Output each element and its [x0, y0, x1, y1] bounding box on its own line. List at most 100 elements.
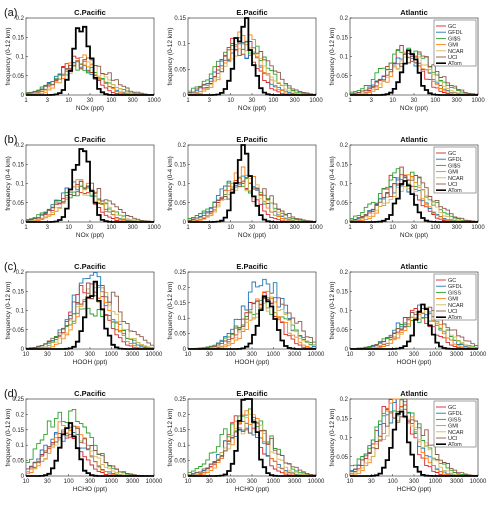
- y-tick-label: 0.15: [336, 35, 348, 41]
- x-tick-label: 3000: [288, 479, 302, 485]
- panel-a-1: E.Pacific 1 3 10 30 100 300 1000 0 0.05 0.1 0.15 NOx…: [167, 8, 323, 112]
- legend-entry: GC: [448, 24, 456, 30]
- x-tick-label: 300: [128, 225, 139, 231]
- panel-b-0: C.Pacific 1 3 10 30 100 300 1000 0 0.05 0.1 0.15 0.2…: [5, 135, 161, 239]
- series-line-atom: [350, 303, 478, 350]
- y-axis-label: frequency (0-12 km): [5, 408, 12, 466]
- x-tick-label: 10000: [146, 479, 163, 485]
- x-tick-label: 30: [411, 98, 418, 104]
- x-tick-label: 30: [87, 225, 94, 231]
- x-tick-label: 10: [347, 352, 354, 358]
- panel-a-0: C.Pacific 1 3 10 30 100 300 1000 0 0.05 0.1 0.15 0.2…: [5, 8, 161, 112]
- x-tick-label: 10: [185, 479, 192, 485]
- x-tick-label: 3000: [126, 352, 140, 358]
- x-tick-label: 100: [268, 225, 279, 231]
- series-line-ncar: [188, 296, 316, 350]
- row-label: (b): [4, 134, 17, 146]
- y-tick-label: 0.15: [174, 162, 186, 168]
- x-tick-label: 3000: [450, 352, 464, 358]
- panel-title: Atlantic: [400, 262, 428, 271]
- series-line-uci: [350, 174, 478, 222]
- legend-entry: UCI: [448, 436, 458, 442]
- y-tick-label: 0.15: [336, 416, 348, 422]
- panel-title: C.Pacific: [74, 262, 106, 271]
- legend-entry: GFDL: [448, 30, 463, 36]
- panel-title: E.Pacific: [236, 389, 267, 398]
- x-tick-label: 300: [452, 98, 463, 104]
- legend-entry: GC: [448, 405, 456, 411]
- x-axis-label: HCHO (ppt): [397, 486, 431, 493]
- panel-title: E.Pacific: [236, 135, 267, 144]
- x-tick-label: 1000: [267, 479, 281, 485]
- legend-entry: GFDL: [448, 411, 463, 417]
- x-axis-label: NOx (ppt): [238, 232, 266, 239]
- x-tick-label: 30: [368, 352, 375, 358]
- y-tick-label: 0.15: [12, 162, 24, 168]
- x-tick-label: 100: [64, 479, 75, 485]
- legend-entry: GMI: [448, 297, 459, 303]
- x-tick-label: 300: [128, 98, 139, 104]
- x-tick-label: 10: [389, 98, 396, 104]
- y-tick-label: 0.2: [16, 270, 25, 276]
- y-tick-label: 0.05: [12, 328, 24, 334]
- panel-b-2: Atlantic 1 3 10 30 100 300 1000 0 0.05 0.1 0.15 0.2 N…: [329, 135, 485, 239]
- x-axis-label: NOx (ppt): [76, 105, 104, 112]
- x-tick-label: 30: [206, 352, 213, 358]
- x-tick-label: 1000: [147, 98, 161, 104]
- legend-entry: GMI: [448, 170, 459, 176]
- y-tick-label: 0: [21, 93, 25, 99]
- x-tick-label: 1000: [471, 225, 485, 231]
- y-axis-label: frequency (0-12 km): [167, 27, 174, 85]
- x-tick-label: 3: [46, 98, 50, 104]
- series-line-uci: [188, 297, 316, 350]
- series-line-atom: [26, 422, 154, 477]
- x-tick-label: 30: [44, 479, 51, 485]
- panel-d-1: E.Pacific 10 30 100 300 1000 3000 10000 0 0.05 0.1…: [167, 389, 325, 493]
- x-tick-label: 30: [249, 225, 256, 231]
- series-line-atom: [26, 25, 154, 96]
- series-line-atom: [188, 17, 316, 96]
- legend-entry: NCAR: [448, 303, 464, 309]
- panel-title: Atlantic: [400, 8, 428, 17]
- series-line-atom: [26, 148, 154, 223]
- x-tick-label: 10000: [470, 479, 487, 485]
- panel-a-2: Atlantic 1 3 10 30 100 300 1000 0 0.05 0.1 0.15 0.2 N…: [329, 8, 485, 112]
- x-tick-label: 10: [389, 225, 396, 231]
- y-tick-label: 0: [21, 474, 25, 480]
- x-tick-label: 1000: [309, 98, 323, 104]
- legend-entry: GISS: [448, 417, 461, 423]
- x-tick-label: 10000: [308, 479, 325, 485]
- x-tick-label: 1000: [429, 352, 443, 358]
- x-tick-label: 3: [208, 98, 212, 104]
- x-tick-label: 100: [226, 479, 237, 485]
- y-tick-label: 0.2: [178, 143, 187, 149]
- x-tick-label: 3000: [288, 352, 302, 358]
- x-tick-label: 10: [23, 352, 30, 358]
- series-line-atom: [188, 398, 316, 477]
- series-line-ncar: [26, 61, 154, 96]
- x-tick-label: 30: [44, 352, 51, 358]
- legend-entry: GFDL: [448, 157, 463, 163]
- series-line-uci: [188, 40, 316, 95]
- y-axis-label: frequency (0-12 km): [329, 281, 336, 339]
- y-tick-label: 0: [345, 93, 349, 99]
- y-tick-label: 0.2: [178, 412, 187, 418]
- series-line-ncar: [350, 177, 478, 223]
- y-tick-label: 0.1: [16, 309, 25, 315]
- x-tick-label: 300: [247, 479, 258, 485]
- series-line-atom: [350, 180, 478, 223]
- panel-b-1: E.Pacific 1 3 10 30 100 300 1000 0 0.05 0.1 0.15 0.2…: [167, 135, 323, 239]
- series-line-atom: [350, 49, 478, 96]
- y-tick-label: 0: [345, 220, 349, 226]
- y-tick-label: 0.15: [12, 289, 24, 295]
- y-tick-label: 0.05: [12, 459, 24, 465]
- y-tick-label: 0.1: [178, 443, 187, 449]
- x-tick-label: 10: [23, 479, 30, 485]
- x-axis-label: NOx (ppt): [400, 232, 428, 239]
- y-tick-label: 0: [345, 347, 349, 353]
- y-axis-label: frequency (0-12 km): [329, 27, 336, 85]
- x-axis-label: HCHO (ppt): [73, 486, 107, 493]
- x-tick-label: 30: [206, 479, 213, 485]
- series-line-uci: [350, 398, 478, 476]
